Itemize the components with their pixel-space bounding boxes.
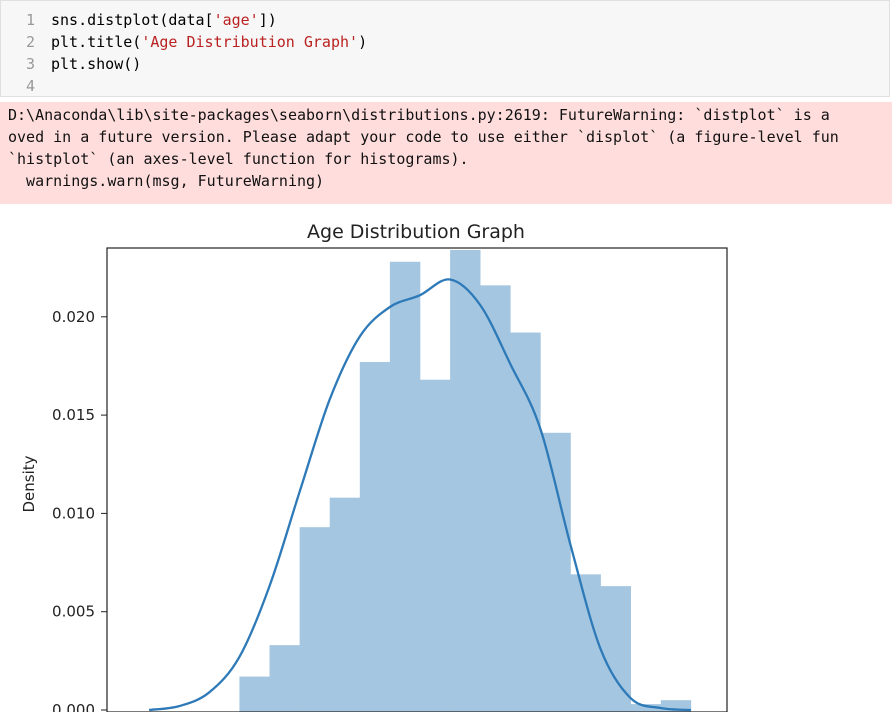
code-token: plt.title( — [51, 33, 142, 51]
line-number: 1 — [25, 11, 35, 29]
line-number: 2 — [25, 33, 35, 51]
line-code[interactable]: plt.show() — [51, 53, 141, 75]
y-tick-label: 0.015 — [52, 406, 95, 424]
histogram-bars — [239, 249, 692, 712]
histogram-bar — [239, 676, 270, 712]
string-literal: 'age' — [213, 11, 259, 29]
line-code[interactable]: sns.distplot(data['age']) — [51, 9, 277, 31]
histogram-bar — [480, 285, 511, 712]
y-axis-ticks: 0.000 0.005 0.010 0.015 0.020 — [52, 308, 107, 712]
axes-frame — [106, 247, 728, 712]
code-token: sns.distplot(data[ — [51, 11, 214, 29]
histogram-bar — [540, 432, 571, 712]
code-token: plt.show() — [51, 55, 142, 73]
chart-title: Age Distribution Graph — [307, 221, 525, 243]
distribution-chart: Age Distribution Graph Density 0.0000.00… — [20, 221, 728, 712]
line-number: 3 — [25, 55, 35, 73]
line-code[interactable]: plt.title('Age Distribution Graph') — [51, 31, 367, 53]
histogram-bar — [660, 700, 692, 712]
histogram-bar — [329, 497, 361, 712]
code-cell[interactable]: 1 sns.distplot(data['age']) 2 plt.title('Ag… — [0, 0, 890, 97]
histogram-bar — [359, 362, 391, 712]
histogram-bar — [269, 645, 300, 712]
histogram-bar — [510, 332, 541, 712]
string-literal: 'Age Distribution Graph' — [141, 33, 359, 51]
code-token: ) — [358, 33, 368, 51]
kde-curve — [148, 278, 691, 712]
histogram-bar — [299, 527, 331, 712]
stderr-line: oved in a future version. Please adapt y… — [8, 128, 839, 146]
y-tick-label: 0.020 — [52, 308, 95, 326]
code-token: ]) — [258, 11, 277, 29]
y-tick-label: 0.010 — [52, 504, 95, 522]
stderr-output: D:\Anaconda\lib\site-packages\seaborn\di… — [0, 102, 892, 204]
stderr-line: `histplot` (an axes-level function for h… — [8, 150, 469, 168]
line-number: 4 — [25, 77, 35, 95]
histogram-bar — [450, 249, 481, 712]
histogram-bar — [630, 704, 662, 712]
histogram-bar — [389, 261, 421, 712]
y-tick-label: 0.000 — [52, 701, 95, 712]
histogram-bar — [600, 586, 631, 712]
histogram-bar — [420, 379, 451, 712]
stderr-line: D:\Anaconda\lib\site-packages\seaborn\di… — [8, 106, 830, 124]
y-tick-label: 0.005 — [52, 603, 95, 621]
stderr-line: warnings.warn(msg, FutureWarning) — [8, 172, 325, 190]
histogram-bar — [570, 574, 601, 712]
y-axis-label: Density — [20, 455, 38, 512]
